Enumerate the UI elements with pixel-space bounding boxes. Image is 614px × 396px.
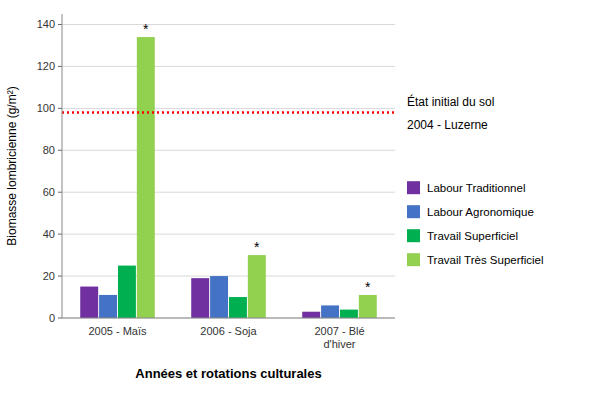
reference-label: 2004 - Luzerne: [407, 118, 488, 132]
bar: [137, 37, 155, 318]
x-tick-label: 2005 - Maïs: [88, 325, 147, 337]
legend-label: Labour Traditionnel: [427, 182, 525, 194]
bar: [80, 287, 98, 318]
y-tick-label: 20: [43, 270, 55, 282]
legend: Labour Traditionnel Labour Agronomique Tra…: [407, 181, 544, 266]
y-tick: [58, 150, 62, 151]
y-tick: [58, 318, 62, 319]
bar: [229, 297, 247, 318]
x-tick-label: 2007 - Bléd'hiver: [314, 325, 364, 350]
legend-label: Travail Très Superficiel: [427, 254, 544, 266]
y-tick-label: 120: [37, 60, 55, 72]
grid-line: [62, 24, 395, 25]
bar: [359, 295, 377, 318]
y-tick-label: 0: [49, 312, 55, 324]
x-tick-label: 2006 - Soja: [200, 325, 257, 337]
y-tick: [58, 108, 62, 109]
legend-swatch: [407, 205, 420, 218]
bar: [340, 310, 358, 318]
bar: [302, 312, 320, 318]
chart: 0 20 40 60 80 100 120 140 État initial du sol 200…: [0, 0, 614, 396]
legend-label: Labour Agronomique: [427, 206, 534, 218]
legend-swatch: [407, 181, 420, 194]
y-tick: [58, 24, 62, 25]
y-tick: [58, 192, 62, 193]
reference-line: [62, 111, 395, 114]
grid-line: [62, 108, 395, 109]
x-axis-line: [62, 318, 395, 319]
grid-line: [62, 150, 395, 151]
annotation: *: [254, 239, 260, 255]
y-axis-label: Biomasse lombricienne (g/m²): [5, 86, 19, 245]
grid-line: [62, 276, 395, 277]
reference-label: État initial du sol: [407, 94, 494, 109]
y-tick-label: 100: [37, 102, 55, 114]
x-axis-label: Années et rotations culturales: [135, 366, 321, 381]
y-tick-label: 140: [37, 18, 55, 30]
bar: [210, 276, 228, 318]
annotation: *: [143, 21, 149, 37]
grid-line: [62, 192, 395, 193]
y-tick-label: 40: [43, 228, 55, 240]
bar: [321, 305, 339, 318]
legend-swatch: [407, 253, 420, 266]
y-tick: [58, 66, 62, 67]
bars: [80, 37, 377, 318]
grid-line: [62, 234, 395, 235]
y-tick: [58, 234, 62, 235]
bar: [191, 278, 209, 318]
grid-line: [62, 318, 395, 319]
bar: [248, 255, 266, 318]
grid-line: [62, 66, 395, 67]
y-tick-label: 80: [43, 144, 55, 156]
y-tick: [58, 276, 62, 277]
grid: [62, 24, 395, 318]
y-tick-label: 60: [43, 186, 55, 198]
legend-label: Travail Superficiel: [427, 230, 518, 242]
y-axis-line: [62, 14, 63, 318]
annotation: *: [365, 279, 371, 295]
bar: [118, 266, 136, 318]
legend-swatch: [407, 229, 420, 242]
bar: [99, 295, 117, 318]
